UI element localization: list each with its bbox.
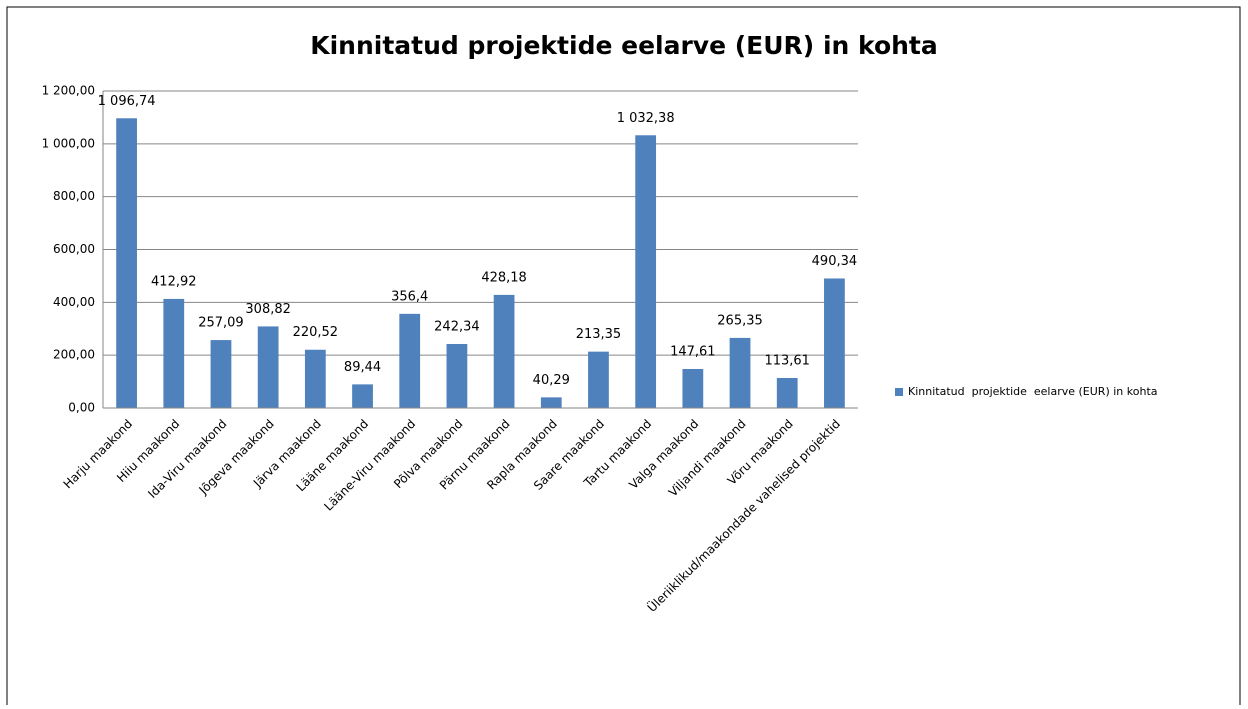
data-label: 1 096,74 xyxy=(98,94,156,109)
bar xyxy=(776,377,798,408)
data-label: 40,29 xyxy=(533,373,570,388)
y-tick-label: 400,00 xyxy=(53,295,95,309)
bar xyxy=(682,369,704,408)
y-tick-label: 600,00 xyxy=(53,242,95,256)
legend-swatch xyxy=(895,388,903,396)
y-tick-label: 200,00 xyxy=(53,348,95,362)
data-label: 89,44 xyxy=(344,360,381,375)
data-label: 356,4 xyxy=(391,289,428,304)
data-label: 213,35 xyxy=(576,327,622,342)
y-tick-label: 800,00 xyxy=(53,189,95,203)
data-label: 147,61 xyxy=(670,345,716,360)
bar xyxy=(352,384,373,408)
bar xyxy=(588,351,609,408)
bar xyxy=(163,298,185,408)
bar xyxy=(116,118,137,409)
data-label: 113,61 xyxy=(764,353,810,368)
bar xyxy=(729,337,751,408)
bar xyxy=(540,397,562,408)
bar xyxy=(257,326,279,408)
data-label: 428,18 xyxy=(481,270,527,285)
bar xyxy=(635,135,657,409)
legend-label: Kinnitatud projektide eelarve (EUR) in k… xyxy=(908,385,1158,398)
chart-title: Kinnitatud projektide eelarve (EUR) in k… xyxy=(310,31,938,60)
bar xyxy=(304,349,326,408)
y-tick-label: 1 200,00 xyxy=(42,84,95,98)
data-label: 257,09 xyxy=(198,316,244,331)
bar xyxy=(446,343,468,408)
data-label: 265,35 xyxy=(717,313,763,328)
data-label: 308,82 xyxy=(245,302,291,317)
data-label: 1 032,38 xyxy=(617,111,675,126)
bar xyxy=(493,294,515,408)
bar xyxy=(824,278,845,408)
data-label: 490,34 xyxy=(812,254,858,269)
bar xyxy=(399,313,421,408)
data-label: 220,52 xyxy=(293,325,339,340)
data-label: 412,92 xyxy=(151,274,197,289)
bar xyxy=(210,340,232,408)
data-label: 242,34 xyxy=(434,319,480,334)
y-tick-label: 1 000,00 xyxy=(42,136,95,150)
y-tick-label: 0,00 xyxy=(68,401,95,415)
